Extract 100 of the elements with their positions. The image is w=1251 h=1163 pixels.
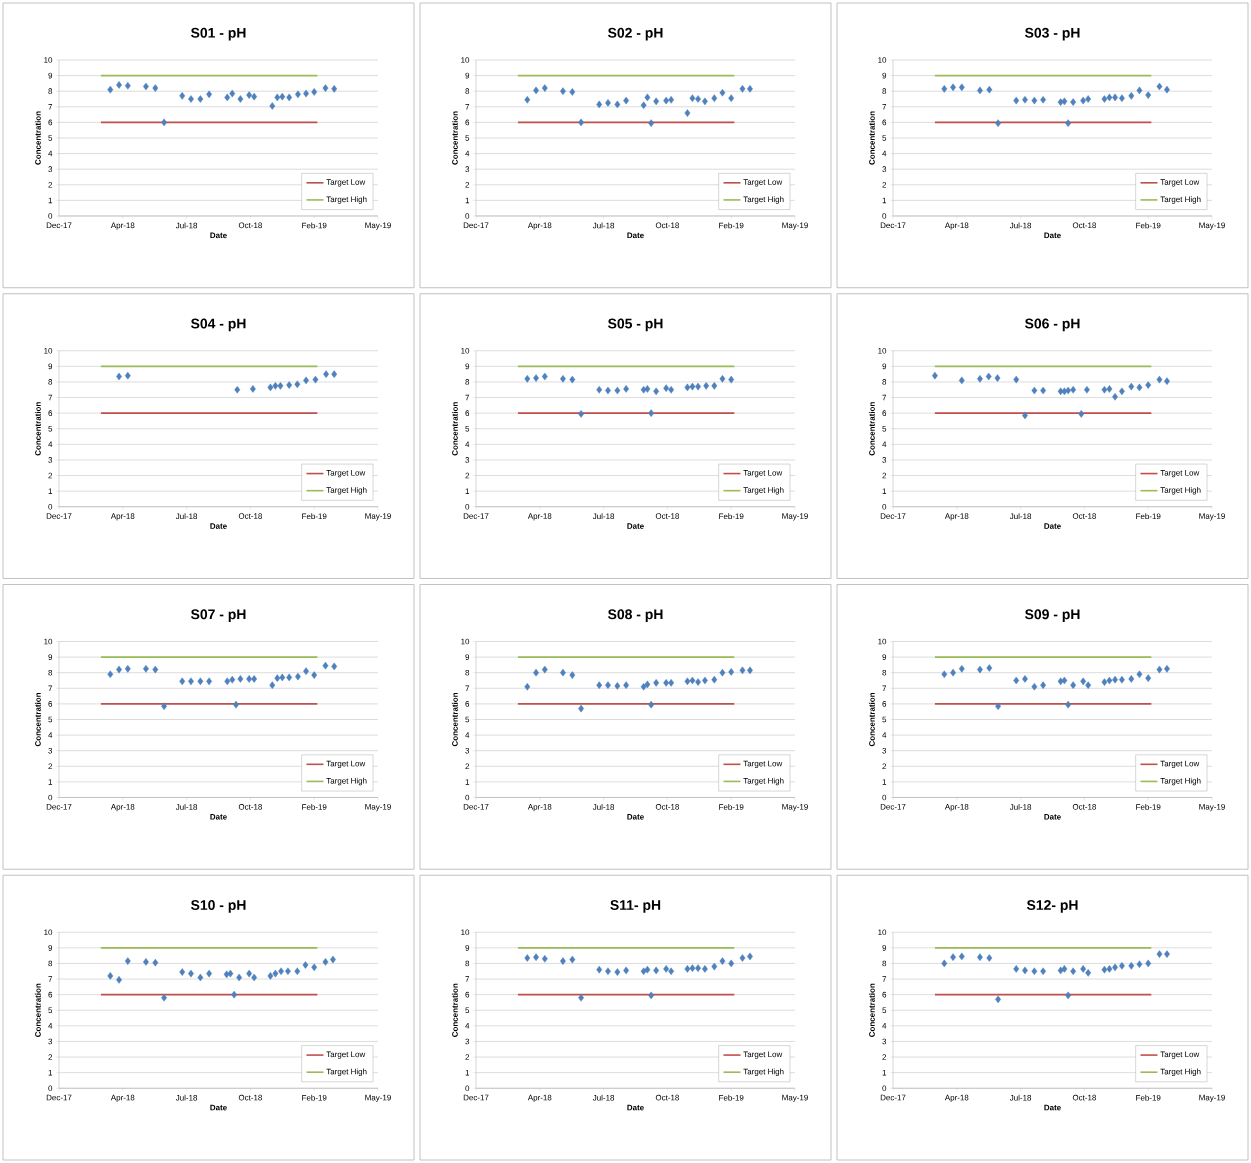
point [739, 666, 746, 675]
point [1145, 91, 1152, 99]
point [623, 96, 630, 105]
point [1061, 97, 1068, 106]
point [728, 668, 735, 676]
point [941, 670, 948, 679]
point [614, 386, 621, 395]
point [1145, 381, 1152, 389]
point [663, 96, 670, 105]
point [311, 671, 318, 679]
point [986, 954, 993, 962]
point [107, 972, 114, 980]
point [958, 83, 965, 92]
point [524, 375, 531, 383]
chart-title: S02 - pH [608, 27, 663, 41]
point [234, 385, 241, 394]
point [251, 973, 258, 982]
point [644, 965, 651, 974]
point [958, 665, 965, 673]
point [1128, 961, 1135, 970]
point [206, 677, 213, 686]
chart-title: S04 - pH [191, 318, 246, 332]
point [246, 675, 253, 683]
point [702, 965, 708, 973]
chart-title: S03 - pH [1025, 27, 1080, 41]
point [640, 682, 647, 691]
point [719, 668, 726, 677]
point [229, 675, 236, 684]
point [695, 678, 701, 686]
point [251, 92, 258, 101]
point [267, 383, 274, 392]
point [124, 957, 131, 965]
point [124, 371, 131, 380]
point [644, 385, 651, 393]
point [1136, 960, 1143, 969]
point [269, 681, 276, 689]
point [272, 969, 279, 978]
point [958, 376, 965, 385]
point [322, 84, 329, 92]
point [596, 100, 603, 109]
point [1136, 670, 1143, 679]
point [1136, 86, 1143, 95]
point [1085, 681, 1092, 689]
point [1080, 677, 1087, 686]
point [653, 679, 660, 687]
point [1078, 410, 1085, 418]
point [1013, 676, 1020, 685]
point [1145, 674, 1152, 682]
point [986, 664, 993, 672]
point [1101, 95, 1108, 103]
point [614, 100, 621, 109]
point [684, 677, 691, 686]
point [197, 95, 204, 103]
point [533, 374, 539, 382]
point [684, 965, 691, 973]
point [739, 85, 746, 93]
point [322, 958, 329, 966]
point [614, 682, 621, 690]
point [274, 93, 281, 102]
point [237, 95, 244, 103]
point [322, 661, 329, 670]
point [286, 381, 293, 389]
point [1106, 93, 1113, 102]
point [1061, 965, 1068, 973]
point [695, 95, 701, 103]
point [703, 382, 710, 390]
point [1101, 385, 1108, 394]
point [1061, 676, 1068, 685]
point [614, 968, 621, 976]
point [977, 375, 983, 383]
point [1031, 386, 1038, 395]
point [711, 962, 718, 971]
point [1040, 967, 1047, 976]
point [1013, 375, 1020, 384]
point [663, 965, 670, 973]
point [541, 954, 548, 963]
point [143, 665, 149, 673]
point [1040, 386, 1047, 395]
point [152, 665, 159, 674]
point [684, 109, 691, 117]
point [116, 81, 122, 89]
chart-title: S07 - pH [191, 609, 246, 622]
point [958, 952, 965, 961]
point [143, 958, 149, 966]
point [277, 382, 284, 390]
point [1128, 675, 1135, 683]
point [1085, 95, 1092, 103]
point [668, 679, 675, 687]
point [524, 954, 531, 962]
point [227, 969, 234, 978]
point [524, 682, 531, 691]
point [179, 92, 186, 100]
point [206, 969, 213, 978]
point [1080, 96, 1087, 105]
point [985, 372, 992, 381]
point [286, 93, 293, 102]
point [236, 973, 243, 982]
point [294, 967, 301, 976]
point [560, 957, 566, 965]
point [648, 700, 655, 709]
